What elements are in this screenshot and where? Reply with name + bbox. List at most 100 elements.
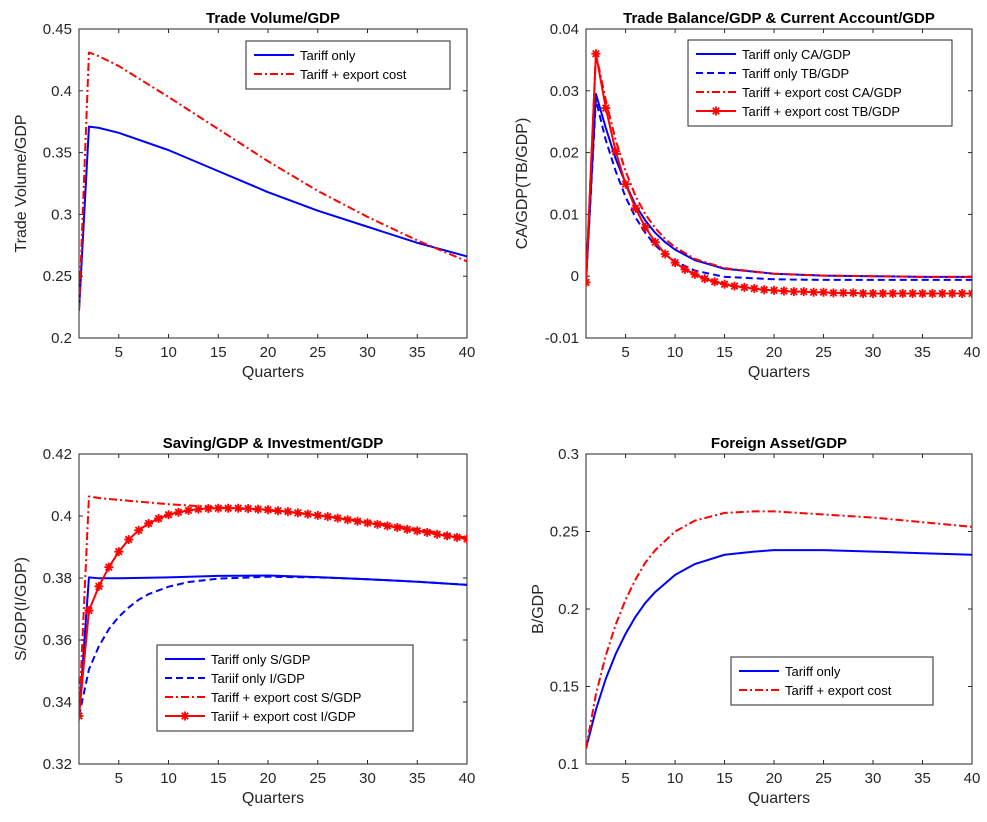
y-tick-label: 0.01 [550,206,579,223]
series-line-2 [586,99,972,283]
y-axis-label: S/GDP(I/GDP) [13,557,30,661]
data-point-marker [700,274,710,284]
y-tick-label: 0.4 [51,508,72,525]
x-tick-label: 40 [964,344,981,361]
y-tick-label: 0.45 [43,21,72,38]
data-point-marker-stroke-3 [323,512,332,521]
chart-panel-1: 5 10 15 20 25 30 35 40 0.2 0.25 0.3 0.35 0.4 0.45 Trad… [13,10,475,381]
data-point-marker [134,525,144,535]
legend-label: Tariff only [785,664,841,679]
legend-marker [180,711,190,721]
data-point-marker-stroke-3 [621,180,630,188]
data-point-marker [601,103,611,113]
data-point-marker-stroke-2 [968,289,972,295]
data-point-marker [927,289,937,299]
data-point-marker [213,503,223,513]
data-point-marker-stroke-3 [700,274,709,283]
x-tick-label: 35 [409,770,426,787]
data-point-marker [253,504,263,514]
x-tick-label: 20 [260,344,277,361]
y-tick-label: 0.34 [43,694,72,711]
data-point-marker-stroke-3 [433,530,442,539]
x-tick-label: 10 [667,770,684,787]
data-point-marker-stroke-3 [710,277,719,286]
data-point-marker-stroke-3 [859,289,868,298]
data-point-marker-stroke-3 [611,147,620,156]
y-tick-label: 0.2 [51,330,72,347]
data-point-marker [640,222,650,232]
x-axis-label: Quarters [748,790,810,807]
data-point-marker-stroke-3 [214,504,223,513]
series-line-3 [586,52,972,283]
x-tick-label: 15 [716,770,733,787]
series-line-4 [586,52,972,295]
data-point-marker-stroke-3 [918,289,927,298]
data-point-marker [680,264,690,274]
data-point-marker [848,288,858,298]
data-point-marker [323,512,333,522]
data-point-marker-stroke-3 [244,504,253,513]
data-point-marker [173,507,183,517]
legend-box [245,40,451,90]
legend: Tariff only Tariff + export cost [730,656,934,706]
data-point-marker [779,286,789,296]
data-point-marker-stroke-3 [750,284,759,293]
x-tick-label: 35 [409,344,426,361]
x-tick-label: 25 [309,344,326,361]
data-point-marker [462,534,467,544]
data-point-marker [79,711,84,721]
data-point-marker [918,289,928,299]
data-point-marker-stroke-3 [184,506,193,515]
data-point-marker [908,289,918,299]
data-point-marker-stroke-3 [908,289,917,298]
data-point-marker-stroke-3 [313,511,322,520]
data-point-marker [621,179,631,189]
data-point-marker-stroke-3 [809,288,818,297]
legend-label: Tariif + export cost I/GDP [211,709,356,724]
series-group [586,510,972,749]
data-point-marker [650,237,660,247]
series-group [79,495,467,721]
data-point-marker [94,581,104,591]
y-tick-label: 0.3 [558,446,579,463]
data-point-marker-stroke-3 [194,505,203,514]
legend: Tariff only Tariff + export cost [245,40,451,90]
data-point-marker [611,146,621,156]
data-point-marker [243,504,253,514]
data-point-marker-stroke-3 [928,289,937,298]
data-point-marker-stroke-3 [124,535,133,544]
data-point-marker-stroke-3 [234,504,243,513]
data-point-marker [154,513,164,523]
data-point-marker-stroke-3 [79,712,83,718]
data-point-marker [710,277,720,287]
data-point-marker-stroke-3 [463,537,467,543]
data-point-marker-stroke-3 [443,531,451,540]
y-tick-label: -0.01 [545,330,579,347]
data-point-marker-stroke-3 [85,606,93,615]
data-point-marker-stroke-3 [333,514,342,523]
data-point-marker [412,526,422,536]
data-point-marker [392,522,402,532]
x-tick-label: 20 [260,770,277,787]
data-point-marker [363,518,373,528]
y-tick-label: 0.02 [550,145,579,162]
data-point-marker-stroke-3 [144,519,153,528]
legend-box [730,656,934,706]
data-point-marker-stroke-3 [592,49,600,58]
data-point-marker [452,532,462,542]
x-tick-label: 20 [766,344,783,361]
data-point-marker [898,289,908,299]
x-tick-label: 5 [115,770,123,787]
legend-label: Tariff + export cost CA/GDP [742,85,902,100]
data-point-marker-stroke-3 [671,258,679,267]
chart-panel-3: 5 10 15 20 25 30 35 40 0.32 0.34 0.36 0.38 0.4 0.42 Sa… [13,435,475,807]
data-point-marker [660,249,670,259]
data-point-marker [233,503,243,513]
data-point-marker [809,287,819,297]
data-point-marker-stroke-3 [104,563,113,572]
y-tick-label: 0.15 [550,679,579,696]
data-point-marker-stroke-3 [770,286,778,295]
x-tick-label: 30 [359,344,376,361]
data-point-marker-stroke-3 [134,526,143,535]
